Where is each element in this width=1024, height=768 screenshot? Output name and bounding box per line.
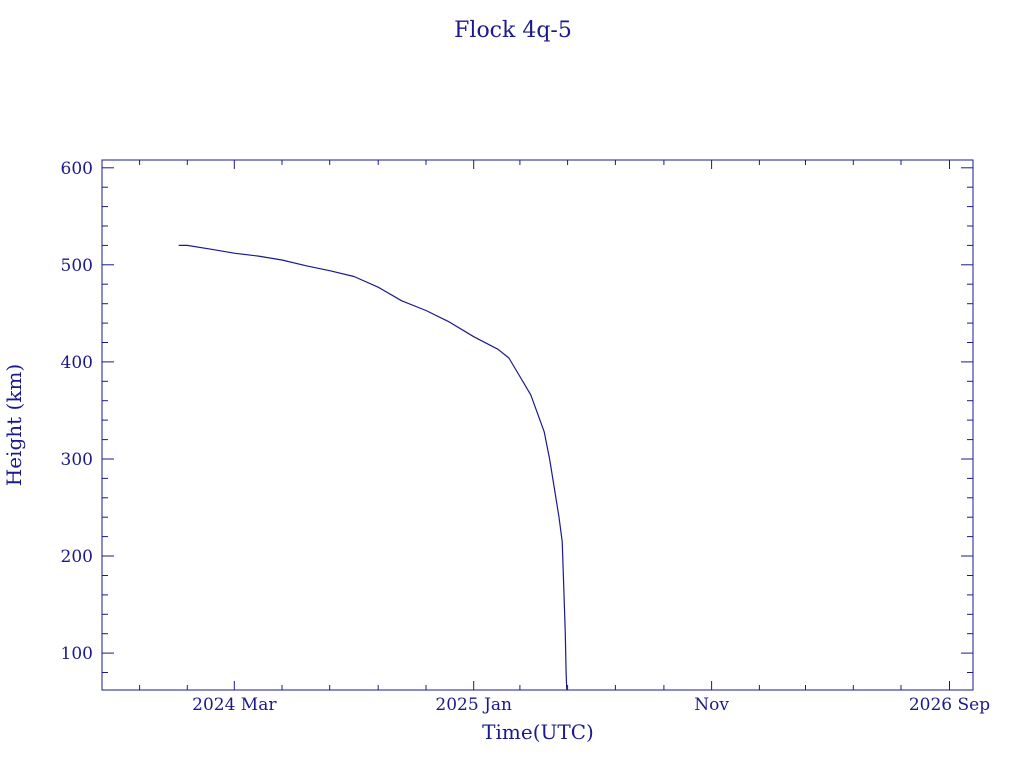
y-tick-label: 300 [61, 450, 93, 470]
x-tick-label: 2025 Jan [435, 695, 512, 715]
y-axis-label: Height (km) [2, 364, 26, 486]
y-tick-label: 600 [61, 159, 93, 179]
plot-area-frame [101, 159, 974, 691]
y-tick-label: 100 [61, 644, 93, 664]
y-tick-label: 500 [61, 256, 93, 276]
chart-title: Flock 4q-5 [454, 18, 572, 43]
x-tick-label: Nov [694, 695, 729, 715]
y-axis-ticks: 100 200 300 400 500 600 [61, 159, 973, 673]
y-tick-label: 400 [61, 353, 93, 373]
y-tick-label: 200 [61, 547, 93, 567]
series-line-0 [178, 244, 568, 691]
x-axis-label: Time(UTC) [482, 720, 594, 744]
x-tick-label: 2026 Sep [909, 695, 990, 715]
x-axis-ticks: 2024 Mar 2025 Jan Nov 2026 Sep [139, 160, 990, 715]
series-layer [178, 244, 568, 691]
x-tick-label: 2024 Mar [192, 695, 277, 715]
